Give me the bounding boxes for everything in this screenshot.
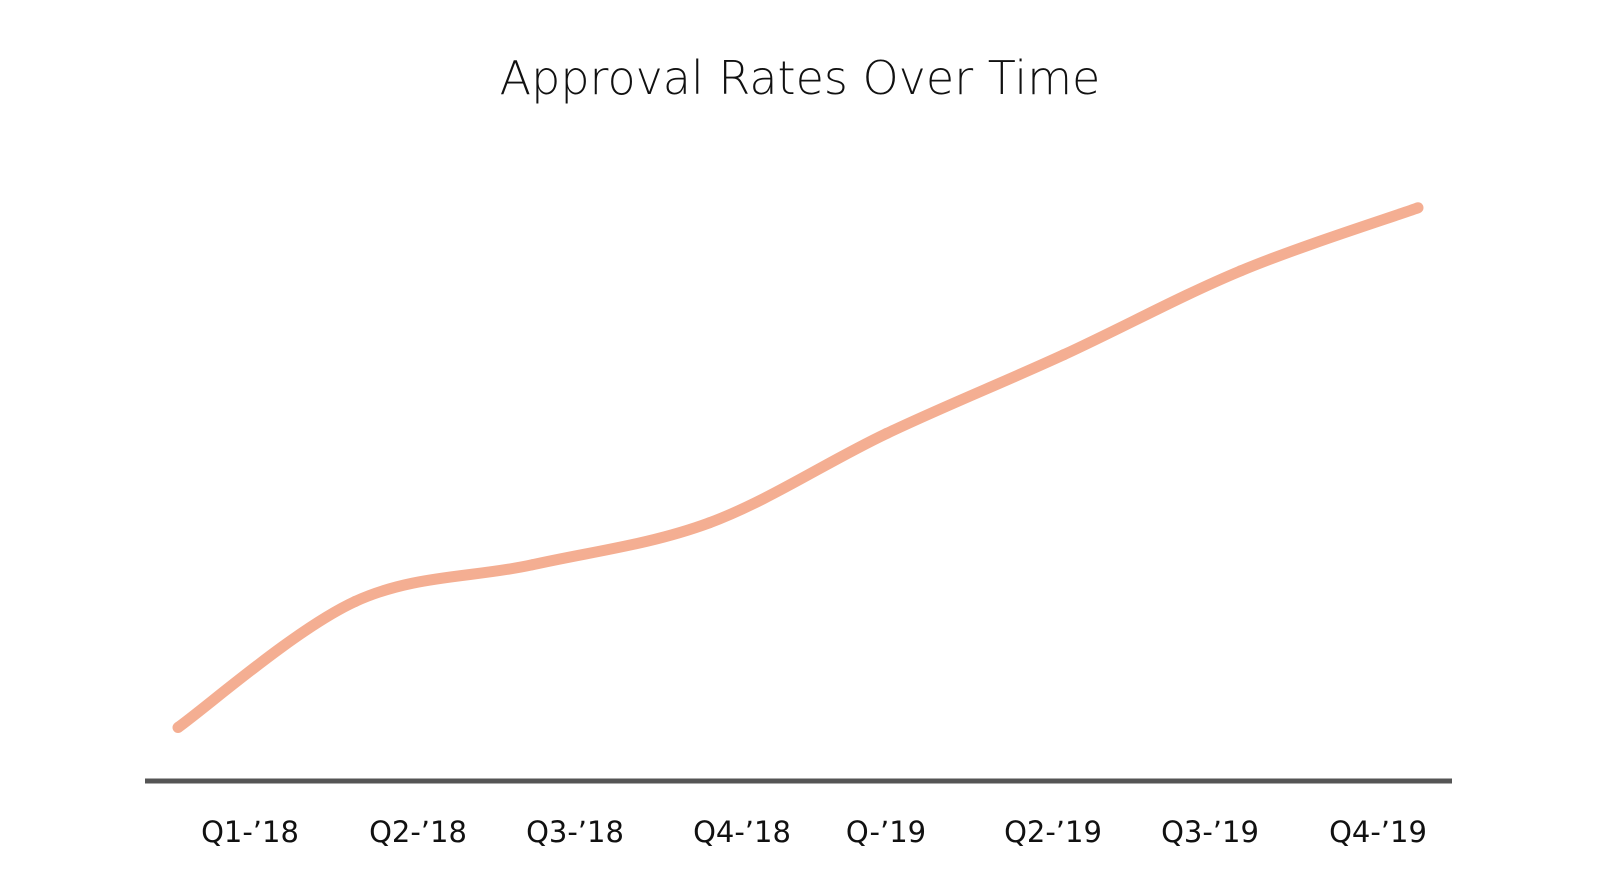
x-tick-labels: Q1-’18 Q2-’18 Q3-’18 Q4-’18 Q-’19 Q2-’19 Q3-’1… bbox=[201, 815, 1427, 849]
x-tick-label: Q3-’19 bbox=[1161, 815, 1259, 849]
chart-title: Approval Rates Over Time bbox=[500, 51, 1101, 105]
data-point bbox=[526, 559, 538, 571]
data-point bbox=[881, 428, 893, 439]
data-point bbox=[703, 517, 715, 529]
data-point bbox=[172, 722, 184, 733]
x-tick-label: Q4-’18 bbox=[693, 815, 791, 849]
x-tick-label: Q2-’19 bbox=[1004, 815, 1102, 849]
series-line-0 bbox=[174, 202, 1420, 732]
x-tick-label: Q4-’19 bbox=[1329, 815, 1427, 849]
plot-area bbox=[172, 202, 1424, 733]
data-point bbox=[1412, 202, 1424, 214]
data-point bbox=[1058, 349, 1070, 361]
data-point bbox=[1235, 265, 1247, 277]
data-point bbox=[349, 596, 361, 607]
x-tick-label: Q2-’18 bbox=[369, 815, 467, 849]
x-tick-label: Q-’19 bbox=[846, 815, 926, 849]
x-tick-label: Q3-’18 bbox=[526, 815, 624, 849]
x-tick-label: Q1-’18 bbox=[201, 815, 299, 849]
